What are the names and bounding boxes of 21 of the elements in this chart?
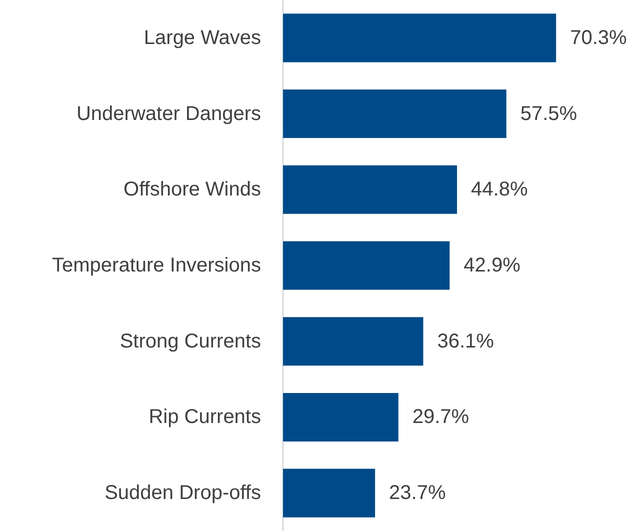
data-label: 36.1% [437, 330, 494, 352]
y-tick-label: Rip Currents [148, 406, 261, 428]
data-label: 57.5% [520, 102, 578, 125]
y-tick-label: Underwater Dangers [76, 102, 261, 125]
bar [283, 14, 556, 62]
data-label: 44.8% [471, 178, 528, 201]
y-tick-label: Temperature Inversions [52, 254, 261, 276]
bar [283, 392, 398, 442]
data-label: 23.7% [389, 482, 446, 504]
bar [283, 468, 376, 518]
y-tick-label: Offshore Winds [124, 178, 261, 201]
bar [283, 241, 450, 290]
y-tick-label: Large Waves [144, 26, 261, 49]
y-tick-label: Sudden Drop-offs [104, 482, 261, 504]
bar [283, 90, 506, 138]
y-tick-label: Strong Currents [120, 330, 261, 352]
bar [283, 317, 424, 366]
data-label: 42.9% [464, 254, 521, 276]
data-label: 70.3% [570, 26, 628, 49]
data-label: 29.7% [412, 406, 470, 428]
bar [283, 165, 458, 214]
